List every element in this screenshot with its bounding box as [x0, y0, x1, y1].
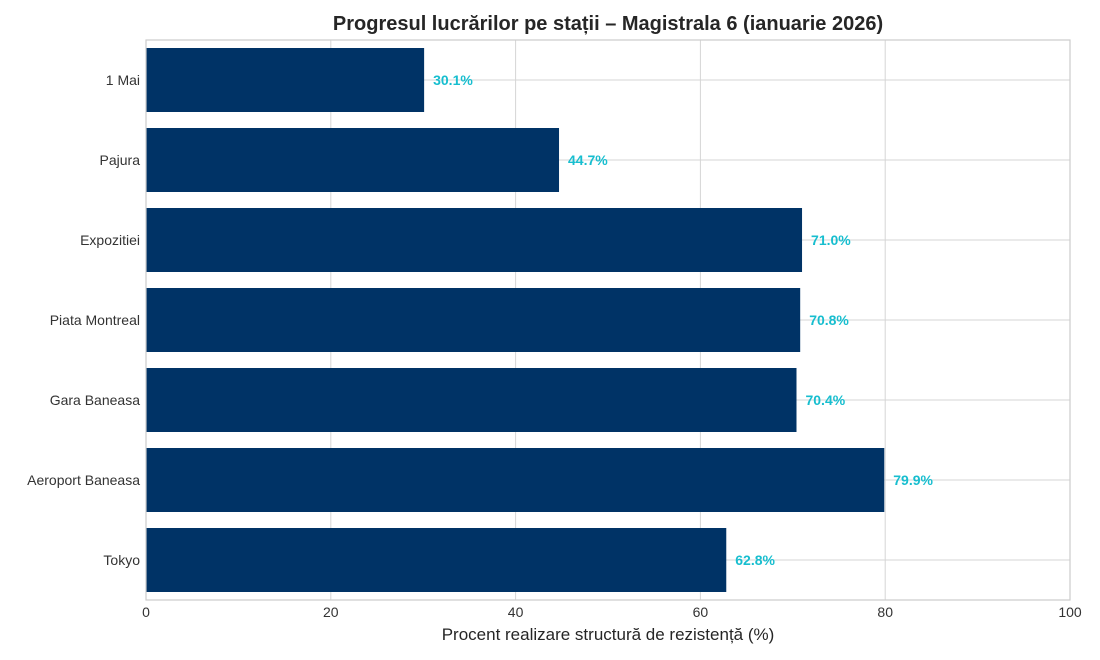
- bar: [146, 208, 803, 272]
- bar: [146, 368, 797, 432]
- x-tick-labels: 0 20 40 60 80 100: [142, 604, 1082, 620]
- bar: [146, 128, 560, 192]
- plot-frame: [145, 39, 1071, 601]
- y-tick-label: Gara Baneasa: [50, 392, 140, 408]
- y-tick-label: 1 Mai: [106, 72, 140, 88]
- y-tick-label: Expozitiei: [80, 232, 140, 248]
- x-tick-label: 60: [693, 604, 709, 620]
- x-tick-label: 0: [142, 604, 150, 620]
- bar: [146, 448, 885, 512]
- data-label: 70.8%: [809, 312, 849, 328]
- data-label: 44.7%: [568, 152, 608, 168]
- data-label: 79.9%: [893, 472, 933, 488]
- x-axis-label: Procent realizare structură de rezistenț…: [442, 625, 775, 644]
- bar: [146, 48, 425, 112]
- data-label: 71.0%: [811, 232, 851, 248]
- y-tick-labels: 1 Mai Pajura Expozitiei Piata Montreal Gara …: [27, 72, 140, 568]
- y-tick-label: Aeroport Baneasa: [27, 472, 140, 488]
- chart-title: Progresul lucrărilor pe stații – Magistr…: [333, 13, 883, 35]
- x-tick-label: 80: [877, 604, 893, 620]
- y-tick-label: Tokyo: [103, 552, 140, 568]
- x-tick-label: 20: [323, 604, 339, 620]
- y-tick-label: Piata Montreal: [50, 312, 140, 328]
- bar: [146, 528, 727, 592]
- x-tick-label: 100: [1058, 604, 1082, 620]
- x-tick-label: 40: [508, 604, 524, 620]
- bar: [146, 288, 801, 352]
- bars: 30.1% 44.7% 71.0% 70.8% 70.4% 79.9% 62.8%: [146, 48, 934, 592]
- data-label: 30.1%: [433, 72, 473, 88]
- data-label: 62.8%: [735, 552, 775, 568]
- data-label: 70.4%: [805, 392, 845, 408]
- y-tick-label: Pajura: [100, 152, 141, 168]
